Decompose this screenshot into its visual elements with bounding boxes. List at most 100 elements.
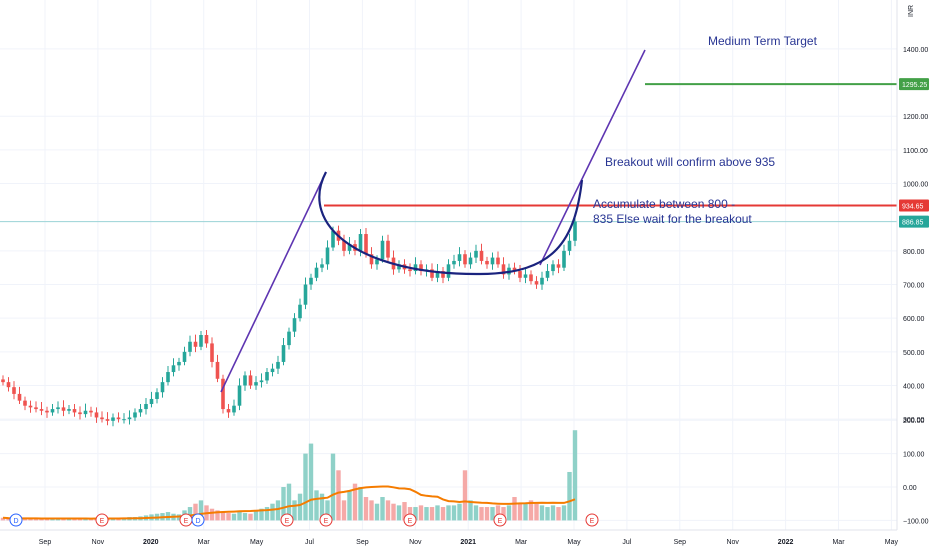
event-marker-label: D [13,518,18,525]
candle-body [171,365,176,373]
volume-bar [220,512,226,521]
price-tick-label: 300.00 [903,417,925,424]
candle-body [17,393,22,401]
volume-bar [517,503,523,521]
volume-bar [83,518,88,521]
volume-bar [440,507,446,521]
candle-body [347,244,352,251]
volume-bar [523,503,528,521]
candle-body [265,372,269,381]
volume-bar [264,507,270,521]
volume-tick-label: −100.00 [903,518,929,525]
candle-body [501,264,506,275]
volume-bar [490,507,495,521]
candle-body [430,269,434,278]
candle-body [419,264,423,272]
volume-bar [358,487,363,521]
volume-bar [402,502,407,521]
candle-body [160,382,165,393]
earnings-marker [493,513,507,527]
earnings-marker [585,513,599,527]
candle-body [540,277,544,285]
volume-bar [506,505,512,521]
volume-bar [561,505,567,521]
event-marker-label: E [324,518,329,525]
candle-body [144,404,148,410]
dividend-marker [9,513,23,527]
candle-body [375,259,379,265]
candle-body [331,230,335,248]
volume-bar [72,518,77,521]
candle-body [127,417,132,420]
volume-bar [479,507,484,521]
volume-bar [545,507,550,521]
candle-body [149,398,154,405]
volume-bar [187,507,193,521]
event-marker-label: E [498,518,503,525]
volume-bar [534,503,539,521]
candle-body [276,361,280,369]
candle-body [166,372,170,383]
trendline-rally-1 [220,171,327,393]
price-badge-label: 934.65 [902,204,924,211]
event-marker-label: E [590,518,595,525]
earnings-marker [319,513,333,527]
volume-bar [242,513,248,521]
candlesticks [1,217,577,427]
candle-body [435,271,440,278]
accumulate-label-line-1: Accumulate between 800 - [593,197,735,211]
volume-bar [325,500,330,521]
volume-bar [308,443,314,521]
candle-body [397,264,401,270]
volume-bar [396,505,402,521]
volume-bar [380,497,385,521]
volume-bar [352,483,358,521]
volume-bar [336,470,341,521]
candle-body [573,221,577,241]
volume-tick-label: 0.00 [903,485,917,492]
volume-bar [330,453,336,521]
candle-body [23,400,27,406]
price-tick-label: 400.00 [903,384,925,391]
volume-bar [6,518,11,521]
time-tick-label: May [567,539,581,546]
volume-bar [462,470,468,521]
candle-body [94,412,99,418]
candle-body [534,281,539,285]
volume-bar [270,503,275,521]
volume-bar [231,513,237,521]
candle-body [287,331,291,346]
event-marker-label: E [184,518,189,525]
time-tick-label: Nov [92,539,105,546]
volume-bar [550,505,556,521]
time-tick-label: Jul [305,539,314,546]
price-badge-label: 886.85 [902,220,924,227]
candle-body [545,271,550,278]
candle-body [529,274,533,282]
event-marker-label: D [195,518,200,525]
price-tick-label: 600.00 [903,316,925,323]
time-tick-label: Mar [198,539,211,546]
earnings-marker [280,513,294,527]
volume-bar [528,500,534,521]
candle-body [551,264,555,272]
volume-bar [435,505,440,521]
candle-body [441,271,445,278]
time-tick-label: 2022 [778,539,794,546]
candle-body [303,284,308,305]
price-tick-label: 1400.00 [903,47,928,54]
candle-body [204,335,209,344]
time-tick-label: Nov [726,539,739,546]
volume-tick-label: 200.00 [903,418,925,425]
volume-bar [39,518,44,521]
candle-body [210,343,214,362]
volume-bar [501,507,506,521]
candle-body [314,267,319,278]
volume-bar [556,507,561,521]
volume-bar [391,503,396,521]
candle-body [226,409,231,413]
time-tick-label: Jul [622,539,631,546]
